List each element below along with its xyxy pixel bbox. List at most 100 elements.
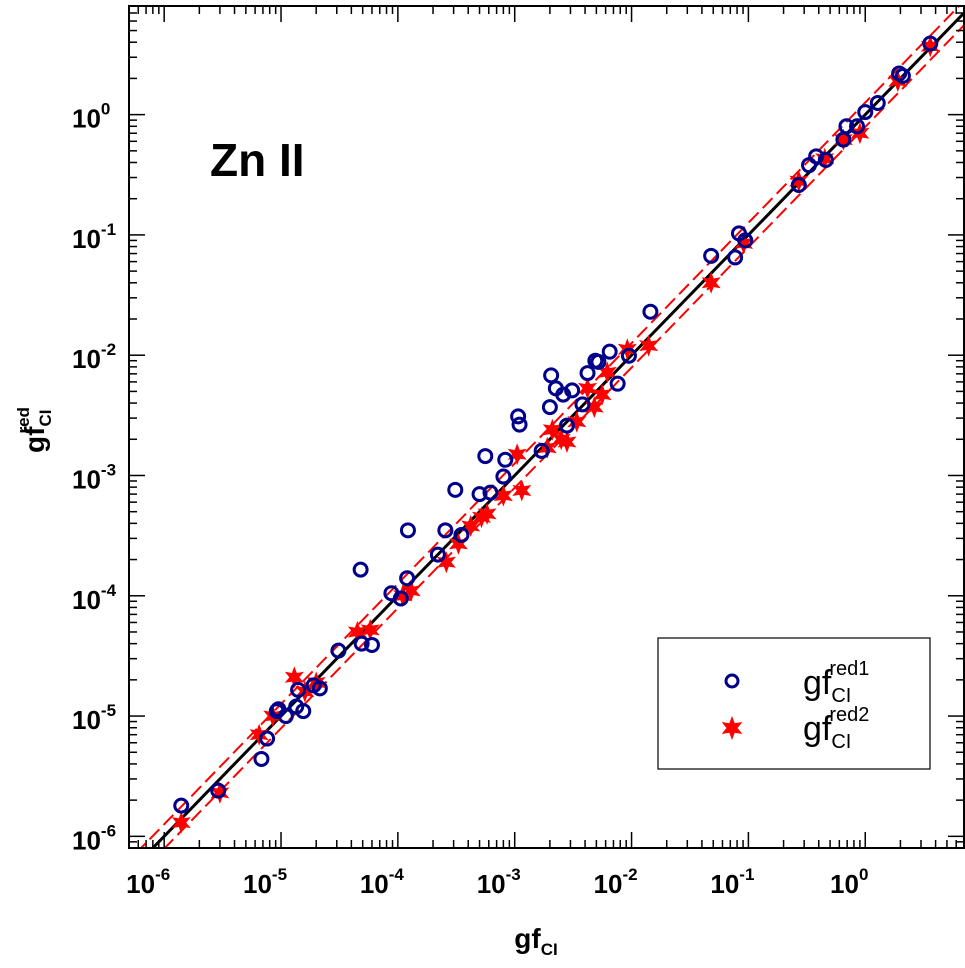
circle-point xyxy=(737,232,754,249)
x-tick-label: 10-3 xyxy=(477,865,521,899)
circle-point xyxy=(642,303,659,320)
circle-point xyxy=(727,249,744,266)
star-point xyxy=(920,35,940,58)
star-point xyxy=(477,502,497,525)
y-axis-title: gfCIred xyxy=(14,407,55,453)
star-point xyxy=(512,479,532,502)
legend-entry-red2: gfCIred2 xyxy=(803,704,869,753)
circle-point xyxy=(558,417,575,434)
circle-point xyxy=(290,681,307,698)
x-tick-label: 10-5 xyxy=(243,865,287,899)
star-point xyxy=(347,620,367,643)
y-tick-label: 10-1 xyxy=(72,220,116,254)
circle-point xyxy=(277,708,294,725)
circle-point xyxy=(259,730,276,747)
circle-point xyxy=(477,448,494,465)
star-point xyxy=(584,396,604,419)
star-point xyxy=(597,361,617,384)
circle-point xyxy=(609,375,626,392)
star-point xyxy=(401,579,421,602)
star-point xyxy=(249,723,269,746)
axis-ticks xyxy=(128,5,965,849)
legend-star-shape xyxy=(721,716,743,740)
circle-point xyxy=(857,104,874,121)
y-tick-label: 100 xyxy=(72,100,110,134)
y-tick-labels: 10-6 10-5 10-4 10-3 10-2 10-1 100 xyxy=(72,100,117,856)
star-point xyxy=(493,484,513,507)
x-tick-label: 10-1 xyxy=(710,865,754,899)
circle-point xyxy=(703,247,720,264)
y-tick-label: 10-6 xyxy=(72,821,116,855)
circle-point xyxy=(510,408,527,425)
star-point xyxy=(639,334,659,357)
circle-point xyxy=(590,353,607,370)
circle-point xyxy=(574,396,591,413)
circle-point xyxy=(533,442,550,459)
star-point xyxy=(592,383,612,406)
circle-point xyxy=(447,481,464,498)
circle-point xyxy=(173,797,190,814)
circle-point xyxy=(471,486,488,503)
x-tick-labels: 10-6 10-5 10-4 10-3 10-2 10-1 100 xyxy=(126,865,868,899)
legend: gfCIred1 gfCIred2 xyxy=(657,637,931,770)
chart-title: Zn II xyxy=(210,134,305,186)
circle-point xyxy=(392,590,409,607)
circle-point xyxy=(511,416,528,433)
star-point xyxy=(360,618,380,641)
circle-point xyxy=(543,367,560,384)
circle-point xyxy=(564,382,581,399)
star-point xyxy=(701,271,721,294)
star-point xyxy=(448,532,468,555)
circle-point xyxy=(295,703,312,720)
star-point xyxy=(461,515,481,538)
circle-point xyxy=(453,527,470,544)
circle-point xyxy=(482,484,499,501)
star-point xyxy=(789,170,809,193)
circle-point xyxy=(790,176,807,193)
circle-point xyxy=(497,451,514,468)
star-point xyxy=(833,128,853,151)
y-tick-label: 10-3 xyxy=(72,460,116,494)
x-tick-label: 100 xyxy=(830,865,868,899)
circle-point xyxy=(399,522,416,539)
circle-point xyxy=(808,148,825,165)
circle-point xyxy=(579,365,596,382)
legend-star-marker xyxy=(721,716,743,740)
star-point xyxy=(507,443,527,466)
circle-point xyxy=(210,782,227,799)
circle-point xyxy=(437,522,454,539)
data-points xyxy=(171,35,940,834)
star-point xyxy=(436,551,456,574)
circle-point xyxy=(601,343,618,360)
star-point xyxy=(210,781,230,804)
y-tick-label: 10-2 xyxy=(72,340,116,374)
plot-frame xyxy=(128,5,965,849)
circle-point xyxy=(363,636,380,653)
circle-point xyxy=(894,67,911,84)
star-point xyxy=(542,418,562,441)
circle-point xyxy=(541,399,558,416)
circle-point xyxy=(838,118,855,135)
circle-point xyxy=(253,750,270,767)
legend-box xyxy=(657,637,931,770)
circle-point xyxy=(399,570,416,587)
legend-entry-red1: gfCIred1 xyxy=(803,658,869,707)
circle-point xyxy=(352,561,369,578)
circle-point xyxy=(330,642,347,659)
star-point xyxy=(171,811,191,834)
x-tick-label: 10-2 xyxy=(594,865,638,899)
circle-point xyxy=(429,546,446,563)
circle-point xyxy=(353,635,370,652)
circle-point xyxy=(849,118,866,135)
star-point xyxy=(578,377,598,400)
circle-point xyxy=(555,386,572,403)
x-axis-title: gfCI xyxy=(514,923,557,959)
star-point xyxy=(284,666,304,689)
y-tick-label: 10-4 xyxy=(72,581,117,615)
star-point xyxy=(567,410,587,433)
circle-point xyxy=(495,468,512,485)
x-tick-label: 10-4 xyxy=(360,865,405,899)
star-point xyxy=(557,430,577,453)
legend-circle-marker xyxy=(724,673,740,689)
